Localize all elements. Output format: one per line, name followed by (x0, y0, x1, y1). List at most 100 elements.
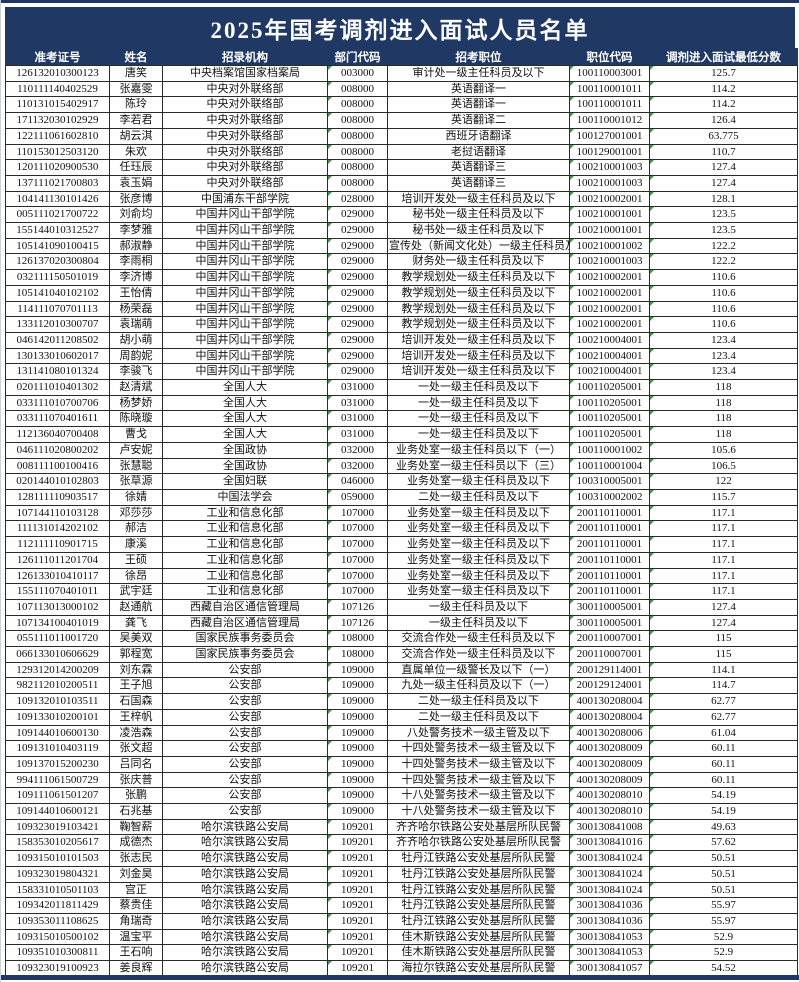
cell-exam-no: 020111010401302 (5, 379, 110, 396)
cell-position: 秘书处一级主任科员及以下 (387, 222, 570, 239)
cell-min-score: 115 (649, 646, 798, 663)
cell-position: 业务处室一级主任科员及以下 (387, 567, 570, 585)
table-row: 112136040700408 曹戈 全国人大 031000 一处一级主任科员及以下 10… (5, 426, 798, 443)
cell-agency: 中国法学会 (162, 488, 328, 506)
cell-min-score: 114.2 (649, 80, 798, 98)
cell-exam-no: 155144010312527 (5, 222, 110, 239)
cell-agency: 全国妇联 (162, 473, 328, 490)
cell-position-code: 100210002001 (569, 284, 650, 302)
table-row: 122111061602810 胡云淇 中央对外联络部 008000 西班牙语翻译 100… (5, 127, 798, 145)
table-row: 129312014200209 刘东霖 公安部 109000 直属单位一级警长及以下（一… (5, 661, 798, 679)
cell-exam-no: 109323019100923 (5, 960, 110, 977)
cell-position: 英语翻译三 (387, 174, 570, 192)
table-row: 008111100100416 张慧聪 全国政协 032000 业务处室一级主任科员以下… (5, 457, 798, 475)
cell-position: 秘书处一级主任科员及以下 (387, 206, 570, 224)
cell-agency: 公安部 (162, 708, 328, 726)
cell-dept-code: 109000 (327, 661, 388, 679)
cell-name: 邓莎莎 (109, 504, 163, 522)
cell-dept-code: 008000 (327, 174, 388, 192)
cell-position: 二处一级主任科员及以下 (387, 693, 570, 710)
cell-agency: 公安部 (162, 803, 328, 820)
cell-position-code: 100210002001 (569, 316, 650, 333)
table-row: 109133010200101 王梓帆 公安部 109000 二处一级主任科员及以下 40… (5, 708, 798, 726)
cell-name: 王石响 (109, 944, 163, 962)
cell-name: 王怡倩 (109, 284, 163, 302)
cell-min-score: 117.1 (649, 536, 798, 553)
table-row: 033111010700706 杨梦娇 全国人大 031000 一处一级主任科员及以下 1… (5, 394, 798, 412)
table-row: 120111020900530 任珏辰 中央对外联络部 008000 英语翻译三 1002… (5, 159, 798, 176)
cell-exam-no: 107144110103128 (5, 504, 110, 522)
table-row: 109323019103421 鞠智薪 哈尔滨铁路公安局 109201 齐齐哈尔铁路公安… (5, 818, 798, 836)
cell-position-code: 100110001011 (569, 96, 650, 114)
cell-name: 徐昂 (109, 567, 163, 585)
table-row: 066133010606629 郭程宽 国家民族事务委员会 108000 交流合作处一级… (5, 646, 798, 663)
cell-dept-code: 109000 (327, 755, 388, 773)
table-row: 126132010300123 唐笑 中央档案馆国家档案局 003000 审计处一级主任… (5, 65, 798, 82)
cell-min-score: 55.97 (649, 897, 798, 914)
cell-agency: 公安部 (162, 661, 328, 679)
table-row: 046111020800202 卢安妮 全国政协 032000 业务处室一级主任科员以下… (5, 441, 798, 459)
cell-min-score: 54.19 (649, 787, 798, 805)
cell-position-code: 100110003001 (569, 65, 650, 82)
cell-agency: 哈尔滨铁路公安局 (162, 818, 328, 836)
cell-name: 温宝平 (109, 928, 163, 946)
cell-agency: 中国井冈山干部学院 (162, 316, 328, 333)
cell-position: 佳木斯铁路公安处基层所队民警 (387, 944, 570, 962)
cell-position-code: 100210001001 (569, 222, 650, 239)
cell-exam-no: 128111110903517 (5, 488, 110, 506)
cell-min-score: 60.11 (649, 740, 798, 757)
cell-dept-code: 109201 (327, 881, 388, 899)
cell-exam-no: 033111070401611 (5, 410, 110, 428)
cell-position: 业务处室一级主任科员以下（三） (387, 457, 570, 475)
cell-name: 李雨桐 (109, 253, 163, 271)
table-row: 982112010200511 王子旭 公安部 109000 九处一级主任科员及以下（一… (5, 677, 798, 695)
cell-min-score: 49.63 (649, 818, 798, 836)
cell-min-score: 123.5 (649, 206, 798, 224)
cell-position: 西班牙语翻译 (387, 127, 570, 145)
cell-name: 杨梦娇 (109, 394, 163, 412)
cell-agency: 工业和信息化部 (162, 567, 328, 585)
cell-name: 唐笑 (109, 65, 163, 82)
table-row: 046142011208502 胡小萌 中国井冈山干部学院 029000 培训开发处一级… (5, 331, 798, 349)
table-row: 126111011201704 王硕 工业和信息化部 107000 业务处室一级主任科员… (5, 551, 798, 569)
cell-position-code: 300110005001 (569, 614, 650, 632)
cell-dept-code: 032000 (327, 441, 388, 459)
table-body: 126132010300123 唐笑 中央档案馆国家档案局 003000 审计处一级主任… (5, 65, 798, 977)
table-row: 111131014202102 郝洁 工业和信息化部 107000 业务处室一级主任科员… (5, 520, 798, 538)
cell-dept-code: 107000 (327, 567, 388, 585)
cell-exam-no: 109144010600121 (5, 803, 110, 820)
table-row: 109315010101503 张志民 哈尔滨铁路公安局 109201 牡丹江铁路公安处… (5, 850, 798, 867)
cell-dept-code: 029000 (327, 331, 388, 349)
cell-dept-code: 109201 (327, 912, 388, 930)
cell-name: 角瑞奇 (109, 912, 163, 930)
cell-position-code: 100110001004 (569, 457, 650, 475)
table-row: 114111070701113 杨荣磊 中国井冈山干部学院 029000 教学规划处一级… (5, 300, 798, 318)
cell-agency: 公安部 (162, 755, 328, 773)
cell-name: 郝淑静 (109, 237, 163, 255)
cell-agency: 中央对外联络部 (162, 96, 328, 114)
cell-position-code: 100210001003 (569, 174, 650, 192)
cell-name: 朱欢 (109, 143, 163, 161)
cell-dept-code: 008000 (327, 112, 388, 129)
cell-min-score: 110.6 (649, 284, 798, 302)
cell-dept-code: 109000 (327, 771, 388, 789)
cell-agency: 哈尔滨铁路公安局 (162, 850, 328, 867)
cell-position: 一级主任科员及以下 (387, 614, 570, 632)
cell-position-code: 100210001002 (569, 237, 650, 255)
cell-name: 龚飞 (109, 614, 163, 632)
cell-position: 九处一级主任科员及以下（一） (387, 677, 570, 695)
cell-position-code: 100310002002 (569, 488, 650, 506)
cell-name: 李梦雅 (109, 222, 163, 239)
cell-position: 一处一级主任科员及以下 (387, 410, 570, 428)
cell-agency: 西藏自治区通信管理局 (162, 598, 328, 616)
cell-min-score: 50.51 (649, 850, 798, 867)
cell-position: 牡丹江铁路公安处基层所队民警 (387, 912, 570, 930)
cell-min-score: 117.1 (649, 520, 798, 538)
cell-dept-code: 109201 (327, 960, 388, 977)
cell-name: 李济博 (109, 269, 163, 286)
cell-dept-code: 029000 (327, 237, 388, 255)
cell-min-score: 123.4 (649, 363, 798, 381)
cell-exam-no: 109351010300811 (5, 944, 110, 962)
cell-dept-code: 031000 (327, 394, 388, 412)
table-row: 109323019804321 刘金昊 哈尔滨铁路公安局 109201 牡丹江铁路公安处… (5, 865, 798, 883)
